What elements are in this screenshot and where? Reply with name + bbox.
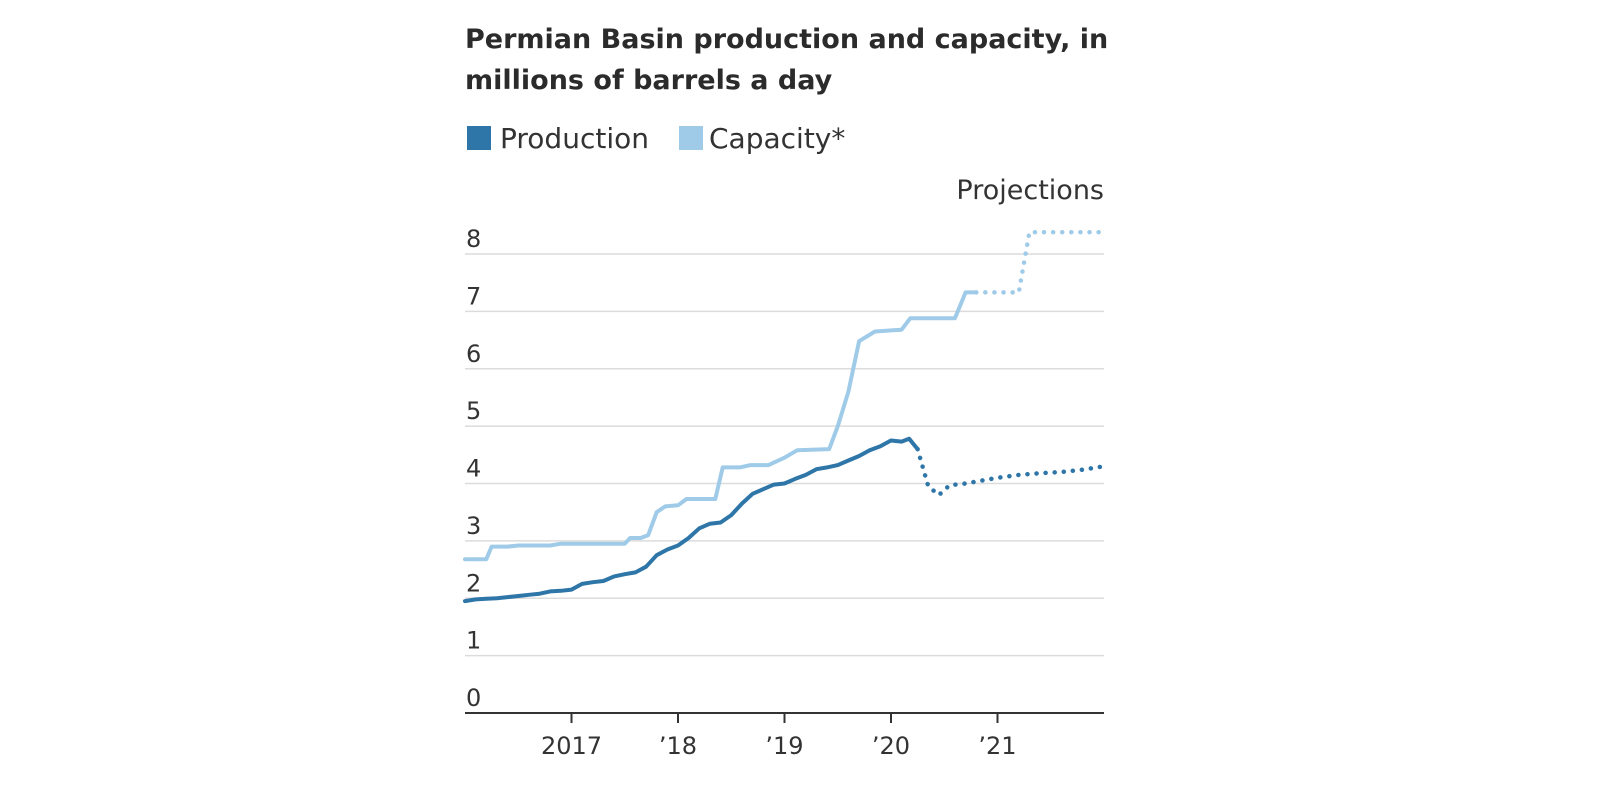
x-tick-label: ’21 bbox=[978, 732, 1016, 760]
projections-label: Projections bbox=[956, 175, 1104, 206]
chart-title-line-1: Permian Basin production and capacity, i… bbox=[465, 24, 1108, 55]
y-tick-label: 5 bbox=[466, 397, 481, 425]
legend: Production Capacity* bbox=[467, 122, 845, 155]
plot-area bbox=[463, 229, 1107, 604]
y-tick-label: 7 bbox=[466, 282, 481, 310]
y-tick-label: 8 bbox=[466, 225, 481, 253]
y-tick-label: 3 bbox=[466, 512, 481, 540]
series-projection-capacity bbox=[973, 229, 1107, 295]
legend-swatch-production bbox=[467, 126, 491, 150]
x-tick-label: ’19 bbox=[765, 732, 803, 760]
y-tick-label: 2 bbox=[466, 569, 481, 597]
x-tick-label: 2017 bbox=[541, 732, 602, 760]
x-axis: 2017 ’18 ’19 ’20 ’21 bbox=[465, 712, 1104, 760]
y-tick-label: 4 bbox=[466, 455, 481, 483]
y-tick-label: 6 bbox=[466, 340, 481, 368]
legend-label-capacity: Capacity* bbox=[709, 122, 845, 155]
series-line-production bbox=[463, 436, 920, 604]
series-projection-production bbox=[915, 446, 1107, 498]
x-tick-label: ’18 bbox=[659, 732, 697, 760]
x-tick-label: ’20 bbox=[872, 732, 910, 760]
chart-title-line-2: millions of barrels a day bbox=[465, 65, 833, 96]
y-tick-label: 1 bbox=[466, 627, 481, 655]
y-tick-label: 0 bbox=[466, 684, 481, 712]
series-line-capacity bbox=[463, 290, 979, 562]
grid: 0 1 2 3 4 5 6 7 8 bbox=[465, 225, 1104, 712]
legend-label-production: Production bbox=[500, 122, 649, 155]
legend-swatch-capacity bbox=[679, 126, 703, 150]
